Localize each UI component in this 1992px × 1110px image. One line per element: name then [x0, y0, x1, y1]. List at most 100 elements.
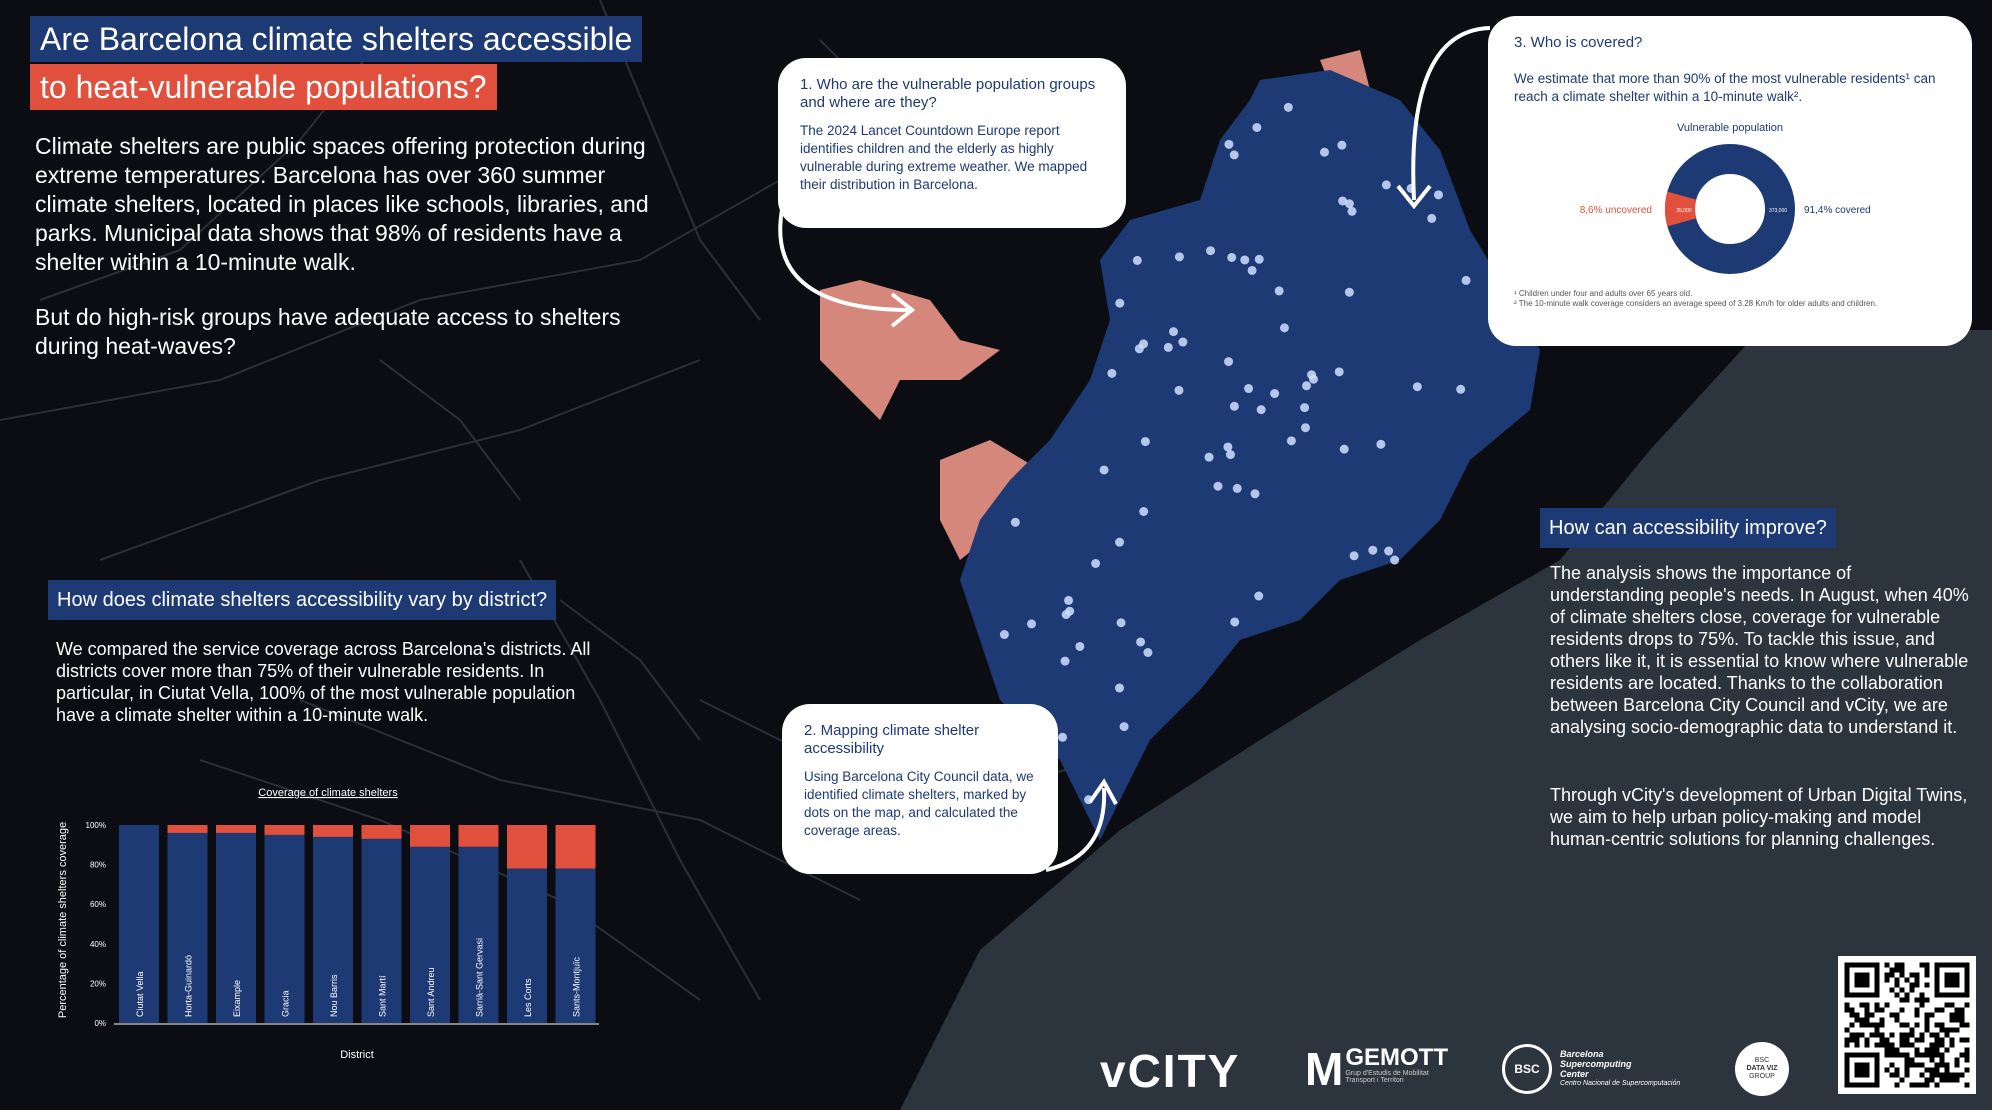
bar-covered: [216, 832, 256, 1023]
qr-module: [1919, 1032, 1925, 1038]
qr-module: [1954, 1007, 1960, 1013]
qr-module: [1899, 1042, 1905, 1048]
qr-module: [1924, 1047, 1930, 1053]
qr-module: [1889, 967, 1895, 973]
qr-module: [1919, 1062, 1925, 1068]
shelter-dot: [1229, 401, 1239, 411]
qr-module: [1919, 997, 1925, 1003]
bsc-logo: BSC Barcelona Supercomputing Center Cent…: [1502, 1044, 1680, 1094]
qr-module: [1949, 1042, 1955, 1048]
bsc-line-3: Center: [1560, 1069, 1589, 1079]
qr-module: [1899, 1077, 1905, 1083]
qr-module: [1889, 1062, 1895, 1068]
shelter-dot: [1250, 489, 1260, 499]
shelter-dot: [1247, 265, 1257, 275]
qr-module: [1889, 1047, 1895, 1053]
qr-module: [1909, 987, 1915, 993]
category-label: Sant Andreu: [426, 967, 436, 1017]
shelter-dot: [1136, 637, 1146, 647]
qr-module: [1959, 1052, 1965, 1058]
qr-module: [1884, 1047, 1890, 1053]
bar-covered: [361, 838, 402, 1023]
qr-module: [1934, 1062, 1940, 1068]
qr-module: [1934, 1032, 1940, 1038]
qr-module: [1884, 962, 1890, 968]
qr-module: [1879, 1032, 1885, 1038]
coverage-donut: 8,6% uncovered 35,000 373,000 91,4% covered: [1580, 144, 1871, 274]
qr-module: [1964, 1002, 1970, 1008]
qr-module: [1924, 972, 1930, 978]
qr-module: [1859, 1022, 1865, 1028]
shelter-dot: [1256, 405, 1266, 415]
qr-module: [1844, 1042, 1850, 1048]
qr-module: [1964, 1052, 1970, 1058]
bar-covered: [119, 825, 159, 1023]
improve-heading: How can accessibility improve?: [1540, 508, 1836, 548]
y-tick-label: 80%: [90, 861, 106, 870]
district-heading: How does climate shelters accessibility …: [48, 580, 557, 620]
shelter-dot: [1286, 436, 1296, 446]
qr-module: [1909, 972, 1915, 978]
y-tick-label: 100%: [86, 821, 106, 830]
qr-module: [1894, 1067, 1900, 1073]
qr-module: [1929, 1012, 1935, 1018]
shelter-dot: [1384, 546, 1394, 556]
qr-module: [1939, 1052, 1945, 1058]
qr-module: [1899, 1037, 1905, 1043]
qr-module: [1959, 1017, 1965, 1023]
shelter-dot: [1368, 545, 1378, 555]
intro-paragraph: Climate shelters are public spaces offer…: [35, 133, 649, 275]
qr-module: [1964, 1082, 1970, 1088]
shelter-dot: [1232, 483, 1242, 493]
qr-module: [1864, 1042, 1870, 1048]
qr-module: [1879, 1017, 1885, 1023]
qr-module: [1944, 1077, 1950, 1083]
qr-module: [1929, 1047, 1935, 1053]
qr-module: [1894, 962, 1900, 968]
shelter-dot: [1115, 683, 1125, 693]
card3-text: We estimate that more than 90% of the mo…: [1514, 71, 1936, 104]
chart-title: Coverage of climate shelters: [258, 787, 398, 799]
shelter-dot: [1206, 246, 1216, 256]
qr-module: [1934, 1022, 1940, 1028]
qr-module: [1939, 1027, 1945, 1033]
footnote-2: ² The 10-minute walk coverage considers …: [1514, 299, 1878, 308]
qr-module: [1934, 1072, 1940, 1078]
qr-module: [1879, 1037, 1885, 1043]
shelter-dot: [1349, 551, 1359, 561]
qr-module: [1914, 972, 1920, 978]
shelter-dot: [1254, 254, 1264, 264]
qr-module: [1884, 1067, 1890, 1073]
bsc-line-1: Barcelona: [1560, 1049, 1604, 1059]
qr-module: [1929, 1072, 1935, 1078]
uncovered-label: 8,6% uncovered: [1580, 205, 1652, 216]
qr-module: [1964, 1057, 1970, 1063]
qr-code[interactable]: [1838, 956, 1976, 1094]
qr-module: [1899, 967, 1905, 973]
qr-module: [1869, 1032, 1875, 1038]
shelter-dot: [1139, 339, 1149, 349]
qr-module: [1914, 982, 1920, 988]
qr-module: [1899, 987, 1905, 993]
qr-module: [1949, 1012, 1955, 1018]
qr-module: [1879, 1007, 1885, 1013]
shelter-dot: [1163, 342, 1173, 352]
qr-module: [1894, 967, 1900, 973]
shelter-dot: [1337, 140, 1347, 150]
shelter-dot: [1010, 517, 1020, 527]
shelter-dot: [1115, 298, 1125, 308]
qr-module: [1924, 967, 1930, 973]
qr-module: [1894, 1072, 1900, 1078]
bar-uncovered: [555, 825, 596, 869]
bar-covered: [507, 868, 547, 1023]
qr-module: [1864, 1037, 1870, 1043]
qr-module: [1944, 1002, 1950, 1008]
qr-module: [1879, 1022, 1885, 1028]
qr-module: [1924, 1022, 1930, 1028]
donut-title: Vulnerable population: [1676, 122, 1783, 134]
shelter-dot: [1347, 206, 1357, 216]
qr-module: [1894, 1047, 1900, 1053]
shelter-dot: [1334, 367, 1344, 377]
qr-module: [1854, 1017, 1860, 1023]
qr-module: [1899, 1022, 1905, 1028]
